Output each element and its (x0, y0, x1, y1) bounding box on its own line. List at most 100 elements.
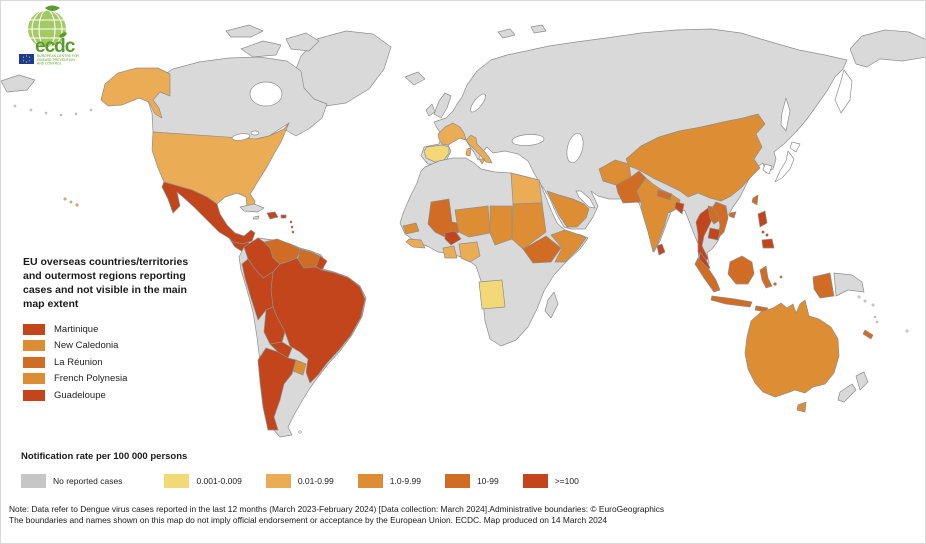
philippines-visayas (761, 230, 769, 237)
country-madagascar (544, 291, 559, 319)
legend-item-label: 10-99 (476, 476, 499, 486)
overseas-title: map extent (23, 298, 79, 310)
legend-swatch (23, 323, 45, 335)
country-niger (454, 205, 491, 238)
country-cambodia (707, 227, 721, 241)
legend-item-label: New Caledonia (54, 340, 119, 352)
inland-waters (231, 81, 596, 209)
country-cuba (239, 203, 265, 213)
nz-north-island (855, 371, 869, 391)
legend-swatch (164, 474, 190, 488)
eu-flag-icon (19, 54, 34, 64)
country-japan (774, 150, 795, 183)
map-notes: Note: Data refer to Dengue virus cases r… (9, 504, 664, 526)
region-chukotka (849, 29, 925, 68)
island-sicily (478, 158, 486, 165)
overseas-legend-item: French Polynesia (23, 371, 188, 388)
arctic-island (285, 32, 320, 52)
leaf-icon (45, 5, 60, 11)
country-italy (465, 134, 493, 164)
legend-item-label: La Réunion (54, 356, 103, 368)
country-sri-lanka (656, 243, 666, 256)
territory-new-caledonia (862, 329, 874, 340)
philippines-mindanao (761, 238, 775, 249)
island-sardinia (465, 147, 472, 157)
country-greenland (291, 30, 392, 108)
country-saudi-arabia (546, 190, 590, 228)
island-borneo (727, 255, 755, 285)
svg-text:EUROPEAN CENTRE FOR: EUROPEAN CENTRE FOR (37, 54, 80, 58)
country-alaska (100, 67, 171, 119)
island-sulawesi (759, 265, 773, 289)
rate-legend-item: >=100 (522, 474, 579, 488)
region-ghana-togo-benin (442, 245, 458, 259)
legend-item-label: 1.0-9.99 (389, 476, 421, 486)
legend-swatch (522, 474, 548, 488)
country-nigeria (458, 241, 481, 263)
country-chad (489, 205, 513, 246)
legend-swatch (23, 340, 45, 352)
country-angola (478, 279, 506, 310)
country-burkina-faso (444, 230, 462, 246)
rate-legend-item: 0.001-0.009 (164, 474, 242, 488)
maluku-islands (773, 275, 783, 286)
country-south-korea (762, 163, 773, 175)
legend-swatch (444, 474, 470, 488)
island-hispaniola (266, 211, 279, 220)
region-kamchatka (834, 69, 853, 114)
logo-acronym: ecdc (35, 36, 76, 57)
legend-item-label: French Polynesia (54, 373, 128, 385)
arctic-island (530, 24, 547, 34)
island-taiwan (751, 194, 759, 206)
country-ethiopia (522, 235, 562, 264)
fiji-island (905, 329, 909, 333)
country-france (437, 122, 467, 146)
rate-legend-item: 0.01-0.99 (265, 474, 334, 488)
legend-item-label: 0.001-0.009 (196, 476, 242, 486)
note-line-2: The boundaries and names shown on this m… (9, 515, 608, 525)
country-ireland (425, 103, 436, 117)
island-java (710, 295, 753, 308)
country-senegal (402, 222, 420, 235)
overseas-title: and outermost regions reporting (23, 270, 186, 282)
legend-item-label: No reported cases (53, 476, 123, 486)
svg-text:AND CONTROL: AND CONTROL (37, 62, 62, 66)
country-vietnam (711, 201, 729, 241)
country-mali (427, 198, 460, 238)
legend-item-label: 0.01-0.99 (297, 476, 334, 486)
falkland-islands (298, 430, 302, 434)
country-australia (744, 299, 840, 398)
svg-text:DISEASE PREVENTION: DISEASE PREVENTION (37, 58, 75, 62)
country-bangladesh (674, 201, 685, 215)
overseas-title: EU overseas countries/territories (23, 256, 189, 268)
rate-legend: Notification rate per 100 000 persons No… (21, 451, 603, 488)
hawaii-islands (63, 197, 79, 207)
island-sumatra (694, 257, 721, 293)
arctic-island (240, 40, 282, 58)
siberia-wrap-fragment (1, 74, 36, 93)
legend-swatch (357, 474, 383, 488)
arctic-island (497, 28, 516, 39)
country-argentina (257, 347, 297, 431)
overseas-legend: Martinique New Caledonia La Réunion French … (23, 321, 188, 404)
country-iceland (404, 71, 426, 86)
legend-swatch (23, 389, 45, 401)
region-west-papua (812, 272, 835, 299)
country-jamaica (252, 215, 260, 220)
overseas-legend-item: Guadeloupe (23, 387, 188, 404)
lesser-antilles (289, 220, 295, 234)
country-uruguay (292, 359, 307, 376)
legend-swatch (23, 373, 45, 385)
country-somalia (550, 229, 587, 263)
overseas-legend-item: La Réunion (23, 354, 188, 371)
continent-eurasia (420, 28, 848, 273)
legend-item-label: >=100 (554, 476, 579, 486)
solomon-islands (857, 295, 875, 307)
vanuatu-islands (873, 315, 879, 324)
ecdc-logo: ecdc EUROPEAN CENTRE FOR DISEASE PREVENT… (11, 5, 121, 72)
logo-org-name: EUROPEAN CENTRE FOR DISEASE PREVENTION A… (37, 54, 80, 66)
island-puerto-rico (280, 214, 287, 219)
legend-swatch (265, 474, 291, 488)
country-papua-new-guinea (833, 272, 865, 297)
